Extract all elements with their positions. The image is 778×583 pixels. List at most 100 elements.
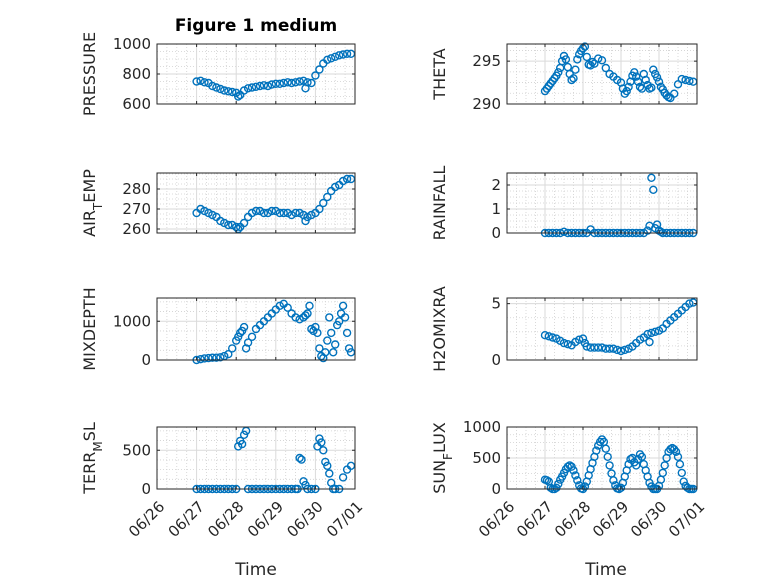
y-axis-label: H2OMIXRA	[430, 286, 449, 372]
data-point	[259, 81, 269, 90]
data-point	[641, 75, 650, 85]
y-tick-label: 500	[472, 449, 501, 467]
subplot-5: 0 5 H2OMIXRA	[430, 286, 698, 372]
data-point	[235, 328, 245, 338]
data-point	[315, 344, 324, 353]
data-point	[297, 455, 306, 464]
data-point	[616, 483, 626, 492]
data-point	[247, 332, 257, 341]
data-point	[267, 206, 276, 216]
data-point	[594, 343, 603, 352]
data-point	[601, 444, 610, 453]
data-point	[554, 479, 563, 489]
data-point	[658, 468, 667, 478]
data-point	[637, 452, 647, 461]
series-markers	[192, 174, 356, 234]
subplot-2: 260 270 280 AIRTEMP	[80, 169, 356, 238]
data-point	[237, 439, 247, 449]
data-point	[559, 227, 569, 237]
data-point	[208, 210, 217, 220]
axes-box	[156, 297, 356, 361]
data-point	[567, 75, 576, 85]
data-point	[307, 78, 316, 88]
data-point	[239, 86, 249, 95]
y-tick-label: 800	[122, 65, 151, 83]
axes-box	[156, 426, 356, 490]
data-point	[291, 313, 300, 322]
data-point	[559, 338, 569, 348]
data-point	[622, 86, 631, 96]
data-point	[299, 76, 308, 86]
data-point	[208, 81, 217, 91]
data-point	[609, 344, 618, 353]
y-tick-label: 260	[122, 220, 151, 238]
data-point	[578, 334, 588, 343]
y-tick-label: 270	[122, 200, 151, 218]
data-point	[275, 208, 284, 218]
y-tick-label: 295	[472, 52, 501, 70]
data-point	[630, 68, 639, 77]
y-tick-label: 1000	[113, 35, 151, 53]
data-point	[283, 78, 292, 87]
data-point	[196, 76, 205, 86]
x-axis-label-left: Time	[234, 560, 277, 580]
data-point	[652, 73, 662, 82]
data-point	[305, 301, 314, 310]
axes-box	[506, 43, 698, 105]
data-point	[291, 78, 300, 87]
y-axis-label: MIXDEPTH	[80, 287, 99, 370]
data-point	[212, 83, 221, 92]
data-point	[331, 52, 340, 61]
data-point	[660, 461, 669, 470]
data-point	[307, 210, 316, 220]
data-point	[315, 434, 324, 443]
data-point	[224, 220, 233, 230]
data-point	[342, 174, 352, 184]
figure-title: Figure 1 medium	[175, 16, 337, 36]
data-point	[671, 447, 681, 456]
data-point	[647, 83, 656, 92]
data-point	[325, 469, 334, 478]
axes-box	[506, 172, 698, 234]
subplot-4: 0 1000 MIXDEPTH	[80, 287, 356, 371]
data-point	[624, 460, 633, 469]
data-point	[315, 65, 324, 74]
data-point	[580, 42, 590, 51]
subplot-0: 600 800 1000 PRESSURE	[80, 32, 356, 116]
data-point	[647, 328, 656, 338]
data-point	[649, 185, 658, 195]
data-point	[557, 56, 567, 66]
y-tick-label: 280	[122, 180, 151, 198]
data-point	[582, 52, 591, 62]
data-point	[338, 50, 348, 59]
data-point	[540, 331, 550, 340]
data-point	[569, 466, 578, 475]
data-point	[200, 206, 209, 216]
data-point	[677, 74, 686, 84]
data-point	[243, 84, 253, 93]
data-point	[338, 301, 348, 310]
data-point	[303, 309, 312, 318]
data-point	[651, 327, 660, 336]
data-point	[251, 206, 261, 216]
y-tick-label: 0	[141, 351, 151, 369]
data-point	[295, 77, 304, 86]
y-tick-label: 290	[472, 95, 501, 113]
y-axis-label: TERRMSL	[80, 422, 105, 495]
data-point	[616, 346, 626, 356]
data-point	[259, 208, 269, 218]
y-tick-label: 0	[491, 480, 501, 498]
data-point	[563, 340, 572, 349]
data-point	[279, 78, 288, 88]
y-tick-label: 0	[491, 224, 501, 242]
data-point	[327, 54, 336, 63]
series-markers	[540, 42, 698, 103]
y-tick-label: 0	[141, 480, 151, 498]
y-tick-label: 0	[491, 351, 501, 369]
data-point	[239, 218, 249, 228]
data-point	[247, 83, 257, 92]
data-point	[647, 173, 656, 183]
y-axis-label: PRESSURE	[80, 32, 99, 116]
data-point	[220, 86, 229, 95]
